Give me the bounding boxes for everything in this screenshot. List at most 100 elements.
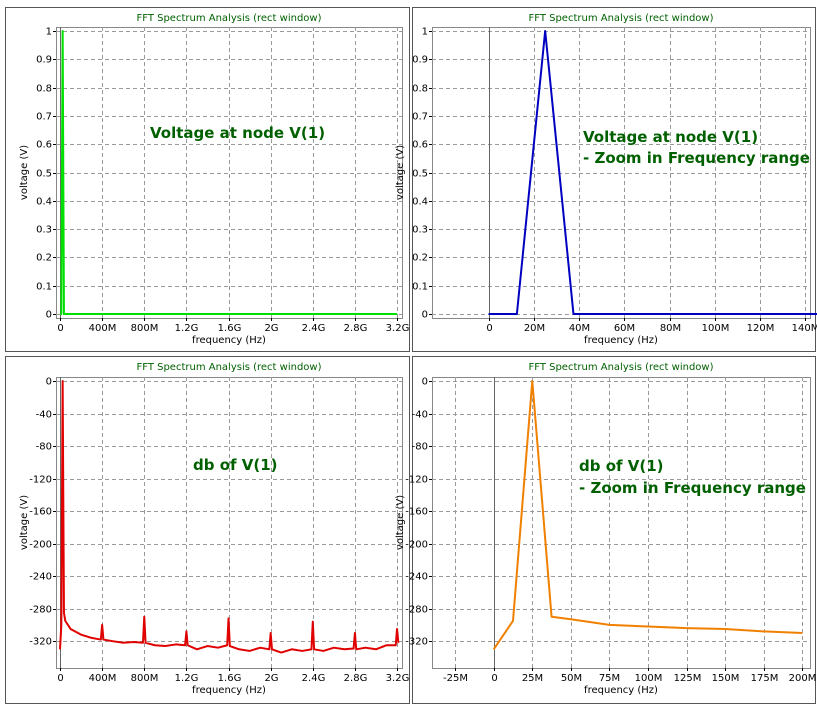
chart-title: FFT Spectrum Analysis (rect window) — [136, 362, 321, 373]
x-tick-label: -25M — [443, 673, 468, 684]
x-tick-label: 40M — [569, 323, 590, 334]
x-tick-label: 2.4G — [302, 323, 326, 334]
y-axis-label: voltage (V) — [395, 145, 406, 200]
y-tick-label: 0 — [46, 310, 52, 321]
x-tick-label: 400M — [89, 673, 117, 684]
x-tick-label: 140M — [792, 323, 817, 334]
y-tick-label: 0.2 — [36, 253, 52, 264]
y-tick-label: 0.3 — [36, 225, 52, 236]
data-line — [492, 380, 803, 650]
y-tick-label: -320 — [29, 637, 52, 648]
x-tick-label: 2G — [264, 673, 278, 684]
x-tick-label: 60M — [614, 323, 635, 334]
y-tick-label: 0.2 — [412, 253, 428, 264]
x-tick-label: 100M — [635, 673, 663, 684]
x-tick-label: 50M — [561, 673, 582, 684]
y-tick-label: 0.6 — [412, 140, 428, 151]
x-tick-label: 2.8G — [344, 323, 368, 334]
x-tick-label: 3.2G — [386, 323, 410, 334]
x-tick-label: 0 — [57, 323, 63, 334]
annotation: Voltage at node V(1) — [150, 124, 325, 142]
x-tick-label: 800M — [131, 323, 159, 334]
x-tick-label: 175M — [751, 673, 779, 684]
x-tick-label: 20M — [524, 323, 545, 334]
y-tick-label: 0.1 — [412, 282, 428, 293]
data-line — [59, 380, 400, 654]
y-tick-label: 0.9 — [412, 55, 428, 66]
y-tick-label: 0 — [422, 377, 428, 388]
chart-title: FFT Spectrum Analysis (rect window) — [136, 13, 321, 24]
y-tick-label: -320 — [405, 637, 428, 648]
x-axis-label: frequency (Hz) — [192, 335, 266, 346]
plot-area — [432, 377, 811, 669]
x-tick-label: 0 — [486, 323, 492, 334]
y-tick-label: -120 — [29, 475, 52, 486]
y-tick-label: 0.9 — [36, 55, 52, 66]
data-line — [60, 29, 398, 316]
x-tick-label: 2G — [264, 323, 278, 334]
y-tick-label: 0.7 — [412, 112, 428, 123]
y-tick-label: 0.4 — [412, 197, 428, 208]
x-axis-label: frequency (Hz) — [192, 685, 266, 696]
x-tick-label: 0 — [491, 673, 497, 684]
y-tick-label: 1 — [46, 27, 52, 38]
x-tick-label: 100M — [702, 323, 730, 334]
y-tick-label: -40 — [412, 410, 428, 421]
y-tick-label: 0 — [422, 310, 428, 321]
annotation: db of V(1) — [193, 456, 278, 474]
x-tick-label: 2.4G — [302, 673, 326, 684]
chart-title: FFT Spectrum Analysis (rect window) — [528, 13, 713, 24]
y-tick-label: -80 — [412, 442, 428, 453]
y-axis-label: voltage (V) — [19, 495, 30, 550]
y-tick-label: -240 — [29, 572, 52, 583]
y-axis-label: voltage (V) — [395, 495, 406, 550]
x-axis-label: frequency (Hz) — [584, 335, 658, 346]
x-tick-label: 200M — [789, 673, 817, 684]
x-tick-label: 0 — [57, 673, 63, 684]
y-tick-label: 1 — [422, 27, 428, 38]
y-tick-label: -80 — [36, 442, 52, 453]
x-tick-label: 400M — [89, 323, 117, 334]
y-tick-label: 0 — [46, 377, 52, 388]
x-tick-label: 75M — [599, 673, 620, 684]
x-tick-label: 150M — [712, 673, 740, 684]
y-tick-label: 0.5 — [36, 169, 52, 180]
annotation: - Zoom in Frequency range — [583, 149, 810, 167]
x-tick-label: 2.8G — [344, 673, 368, 684]
x-axis-label: frequency (Hz) — [584, 685, 658, 696]
data-line — [488, 29, 817, 316]
x-tick-label: 3.2G — [386, 673, 410, 684]
x-tick-label: 1.6G — [218, 673, 242, 684]
annotation: Voltage at node V(1) — [583, 128, 758, 146]
x-tick-label: 1.2G — [175, 673, 199, 684]
y-tick-label: -240 — [405, 572, 428, 583]
y-tick-label: 0.5 — [412, 169, 428, 180]
y-tick-label: -160 — [29, 507, 52, 518]
y-tick-label: -160 — [405, 507, 428, 518]
x-tick-label: 800M — [131, 673, 159, 684]
y-tick-label: 0.8 — [36, 84, 52, 95]
y-tick-label: 0.7 — [36, 112, 52, 123]
y-tick-label: -280 — [405, 605, 428, 616]
x-tick-label: 120M — [747, 323, 775, 334]
y-tick-label: 0.3 — [412, 225, 428, 236]
y-tick-label: -200 — [405, 540, 428, 551]
y-tick-label: 0.6 — [36, 140, 52, 151]
y-tick-label: 0.4 — [36, 197, 52, 208]
x-tick-label: 1.2G — [175, 323, 199, 334]
y-tick-label: -120 — [405, 475, 428, 486]
y-tick-label: 0.8 — [412, 84, 428, 95]
y-tick-label: 0.1 — [36, 282, 52, 293]
y-tick-label: -200 — [29, 540, 52, 551]
y-tick-label: -40 — [36, 410, 52, 421]
x-tick-label: 80M — [660, 323, 681, 334]
x-tick-label: 1.6G — [218, 323, 242, 334]
y-tick-label: -280 — [29, 605, 52, 616]
x-tick-label: 25M — [522, 673, 543, 684]
annotation: - Zoom in Frequency range — [579, 479, 806, 497]
y-axis-label: voltage (V) — [19, 145, 30, 200]
x-tick-label: 125M — [674, 673, 702, 684]
annotation: db of V(1) — [579, 457, 664, 475]
chart-title: FFT Spectrum Analysis (rect window) — [528, 362, 713, 373]
